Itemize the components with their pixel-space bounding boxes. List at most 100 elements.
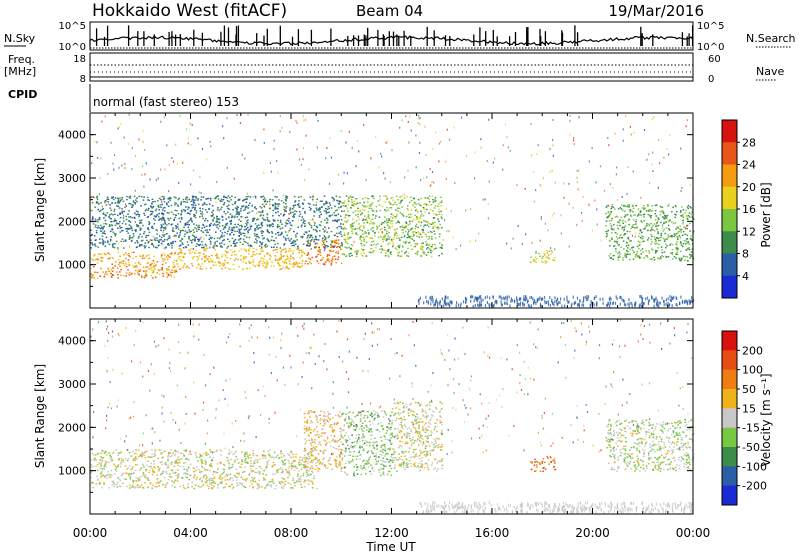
heatmap-cell bbox=[114, 484, 116, 485]
heatmap-cell bbox=[658, 305, 659, 308]
heatmap-cell bbox=[129, 224, 131, 225]
heatmap-cell bbox=[640, 197, 641, 199]
heatmap-cell bbox=[247, 243, 249, 244]
heatmap-cell bbox=[415, 253, 417, 254]
heatmap-cell bbox=[142, 452, 144, 453]
heatmap-cell bbox=[341, 245, 343, 246]
heatmap-cell bbox=[255, 197, 256, 199]
heatmap-cell bbox=[150, 265, 152, 266]
heatmap-cell bbox=[507, 298, 508, 301]
heatmap-cell bbox=[291, 465, 293, 466]
heatmap-cell bbox=[151, 269, 153, 270]
heatmap-cell bbox=[505, 302, 506, 305]
heatmap-cell bbox=[143, 267, 145, 268]
heatmap-cell bbox=[234, 178, 235, 180]
heatmap-cell bbox=[422, 249, 424, 250]
heatmap-cell bbox=[288, 482, 290, 483]
heatmap-cell bbox=[249, 224, 250, 226]
heatmap-cell bbox=[246, 237, 248, 238]
heatmap-cell bbox=[410, 244, 412, 245]
heatmap-cell bbox=[381, 155, 382, 157]
heatmap-cell bbox=[339, 196, 341, 197]
heatmap-cell bbox=[306, 232, 307, 234]
heatmap-cell bbox=[125, 258, 127, 259]
heatmap-cell bbox=[250, 460, 252, 461]
heatmap-cell bbox=[649, 225, 651, 226]
heatmap-cell bbox=[118, 201, 120, 202]
heatmap-cell bbox=[552, 251, 554, 252]
heatmap-cell bbox=[450, 300, 451, 303]
heatmap-cell bbox=[431, 296, 432, 299]
heatmap-cell bbox=[125, 252, 127, 253]
heatmap-cell bbox=[221, 235, 223, 236]
heatmap-cell bbox=[360, 225, 362, 226]
heatmap-cell bbox=[147, 461, 149, 462]
heatmap-cell bbox=[346, 247, 348, 248]
heatmap-cell bbox=[228, 268, 230, 269]
heatmap-cell bbox=[479, 301, 480, 304]
heatmap-cell bbox=[230, 213, 232, 214]
heatmap-cell bbox=[362, 250, 364, 251]
heatmap-cell bbox=[252, 265, 254, 266]
heatmap-cell bbox=[435, 131, 436, 133]
heatmap-cell bbox=[240, 255, 242, 256]
heatmap-cell bbox=[184, 210, 186, 211]
heatmap-cell bbox=[482, 299, 483, 302]
heatmap-cell bbox=[656, 222, 658, 223]
heatmap-cell bbox=[146, 451, 148, 452]
heatmap-cell bbox=[114, 202, 116, 203]
heatmap-cell bbox=[372, 222, 374, 223]
heatmap-cell bbox=[128, 253, 130, 254]
heatmap-cell bbox=[329, 137, 330, 139]
heatmap-cell bbox=[212, 478, 214, 479]
heatmap-cell bbox=[190, 183, 191, 185]
heatmap-cell bbox=[168, 212, 170, 213]
heatmap-cell bbox=[312, 197, 313, 199]
heatmap-cell bbox=[95, 483, 97, 484]
heatmap-cell bbox=[151, 467, 153, 468]
heatmap-cell bbox=[204, 249, 206, 250]
heatmap-cell bbox=[229, 221, 231, 222]
heatmap-cell bbox=[379, 204, 381, 205]
heatmap-cell bbox=[136, 197, 138, 198]
heatmap-cell bbox=[437, 218, 439, 219]
heatmap-cell bbox=[196, 225, 198, 226]
heatmap-cell bbox=[634, 303, 635, 306]
heatmap-cell bbox=[179, 462, 181, 463]
heatmap-cell bbox=[338, 233, 340, 234]
heatmap-cell bbox=[382, 231, 383, 233]
heatmap-cell bbox=[435, 238, 437, 239]
heatmap-cell bbox=[216, 201, 217, 203]
heatmap-cell bbox=[289, 474, 291, 475]
heatmap-cell bbox=[313, 229, 315, 230]
heatmap-cell bbox=[191, 263, 193, 264]
heatmap-cell bbox=[556, 299, 557, 302]
heatmap-cell bbox=[224, 232, 226, 233]
heatmap-cell bbox=[167, 259, 169, 260]
heatmap-cell bbox=[368, 211, 369, 213]
heatmap-cell bbox=[258, 480, 260, 481]
heatmap-cell bbox=[174, 252, 176, 253]
heatmap-cell bbox=[99, 276, 101, 277]
heatmap-cell bbox=[404, 227, 406, 228]
heatmap-cell bbox=[106, 212, 108, 213]
heatmap-cell bbox=[662, 216, 664, 217]
heatmap-cell bbox=[306, 472, 308, 473]
heatmap-cell bbox=[611, 228, 613, 229]
heatmap-cell bbox=[129, 246, 130, 248]
heatmap-cell bbox=[343, 205, 345, 206]
heatmap-cell bbox=[328, 206, 330, 207]
heatmap-cell bbox=[261, 232, 263, 233]
heatmap-cell bbox=[249, 237, 251, 238]
heatmap-cell bbox=[302, 460, 304, 461]
heatmap-cell bbox=[165, 247, 167, 248]
heatmap-cell bbox=[286, 198, 288, 199]
heatmap-cell bbox=[234, 224, 236, 225]
heatmap-cell bbox=[308, 258, 310, 259]
heatmap-cell bbox=[363, 225, 365, 226]
heatmap-cell bbox=[260, 206, 262, 207]
heatmap-cell bbox=[301, 164, 302, 166]
heatmap-cell bbox=[425, 234, 427, 235]
heatmap-cell bbox=[168, 219, 170, 220]
heatmap-cell bbox=[397, 211, 399, 212]
